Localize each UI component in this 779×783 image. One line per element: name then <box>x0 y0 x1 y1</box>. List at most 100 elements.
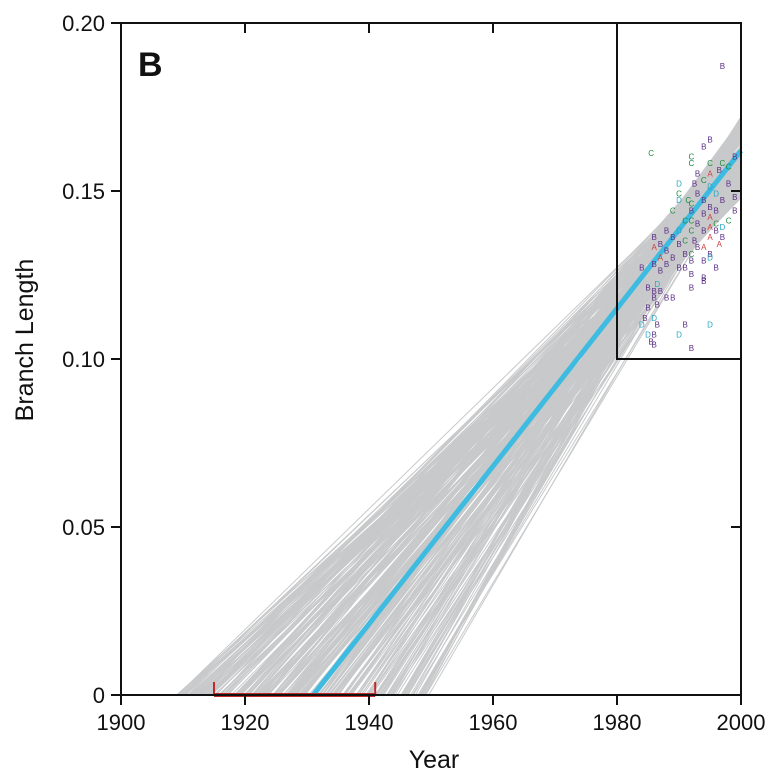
data-point: B <box>664 294 669 303</box>
bootstrap-line <box>277 134 742 696</box>
data-point: B <box>695 220 700 229</box>
x-tick-label: 1900 <box>97 710 146 735</box>
data-point: B <box>732 206 737 215</box>
data-point: C <box>648 149 654 158</box>
bootstrap-line <box>345 118 742 696</box>
bootstrap-line <box>337 176 742 696</box>
data-point: B <box>683 250 688 259</box>
data-point: B <box>676 263 681 272</box>
y-tick-label: 0.20 <box>62 11 105 36</box>
data-point: C <box>701 176 707 185</box>
panel-label: B <box>138 46 163 84</box>
data-point: C <box>676 189 682 198</box>
data-point: C <box>670 206 676 215</box>
data-point: B <box>695 243 700 252</box>
data-point: B <box>655 300 660 309</box>
data-point: B <box>645 304 650 313</box>
data-point: D <box>676 331 682 340</box>
data-point: B <box>692 179 697 188</box>
data-point: C <box>707 159 713 168</box>
bootstrap-line <box>266 152 742 696</box>
bootstrap-line <box>225 150 742 696</box>
data-point: B <box>726 179 731 188</box>
data-point: C <box>689 250 695 259</box>
data-point: C <box>689 159 695 168</box>
data-point: B <box>701 277 706 286</box>
data-point: C <box>689 226 695 235</box>
data-point: D <box>639 321 645 330</box>
bootstrap-line <box>406 121 742 696</box>
bootstrap-line <box>424 116 742 696</box>
data-point: B <box>701 210 706 219</box>
data-point: B <box>707 136 712 145</box>
data-point: B <box>652 294 657 303</box>
data-point: D <box>707 183 713 192</box>
data-point: B <box>670 233 675 242</box>
bootstrap-line <box>355 182 742 696</box>
x-tick-label: 1960 <box>469 710 518 735</box>
data-point: B <box>645 284 650 293</box>
data-point: B <box>664 247 669 256</box>
x-tick-label: 1980 <box>593 710 642 735</box>
x-axis-title: Year <box>409 746 460 774</box>
data-point: D <box>676 226 682 235</box>
bootstrap-line <box>331 179 742 696</box>
bootstrap-line <box>376 159 742 696</box>
data-point: D <box>651 314 657 323</box>
data-point: B <box>658 287 663 296</box>
data-point: A <box>701 243 707 252</box>
data-point: B <box>664 226 669 235</box>
y-tick-label: 0.05 <box>62 515 105 540</box>
data-point: D <box>707 321 713 330</box>
data-point: A <box>707 223 713 232</box>
data-point: B <box>652 331 657 340</box>
bootstrap-line <box>360 131 742 696</box>
y-tick-label: 0.10 <box>62 347 105 372</box>
data-point: B <box>689 257 694 266</box>
data-point: B <box>701 273 706 282</box>
data-point: D <box>713 189 719 198</box>
bootstrap-line <box>272 188 742 696</box>
data-point: B <box>720 196 725 205</box>
bootstrap-line <box>177 146 742 696</box>
data-point: B <box>692 237 697 246</box>
bootstrap-line <box>425 169 742 696</box>
data-point: B <box>707 203 712 212</box>
x-tick-label: 1940 <box>345 710 394 735</box>
data-point: C <box>713 220 719 229</box>
data-point: B <box>720 62 725 71</box>
bootstrap-lines <box>176 116 742 696</box>
data-point: B <box>701 142 706 151</box>
data-point: D <box>654 280 660 289</box>
bootstrap-line <box>357 119 742 696</box>
bootstrap-line <box>255 135 742 696</box>
data-point: C <box>726 216 732 225</box>
data-point: A <box>707 233 713 242</box>
data-point: B <box>652 341 657 350</box>
data-point: C <box>720 159 726 168</box>
data-point: D <box>645 331 651 340</box>
data-point: B <box>648 337 653 346</box>
data-point: D <box>707 253 713 262</box>
data-point: B <box>701 226 706 235</box>
data-point: B <box>701 257 706 266</box>
data-point: B <box>642 314 647 323</box>
data-point: B <box>695 189 700 198</box>
bootstrap-line <box>379 169 742 696</box>
data-point: C <box>682 216 688 225</box>
bootstrap-line <box>193 197 742 696</box>
data-point: B <box>689 344 694 353</box>
data-point: B <box>689 270 694 279</box>
data-point: B <box>701 196 706 205</box>
data-point: C <box>689 200 695 209</box>
data-point: B <box>652 233 657 242</box>
bootstrap-line <box>201 197 742 696</box>
data-point: D <box>676 179 682 188</box>
bootstrap-line <box>206 150 742 696</box>
data-point: C <box>689 216 695 225</box>
data-point: A <box>658 253 664 262</box>
data-point: A <box>707 213 713 222</box>
data-point: B <box>714 206 719 215</box>
data-point: B <box>714 263 719 272</box>
